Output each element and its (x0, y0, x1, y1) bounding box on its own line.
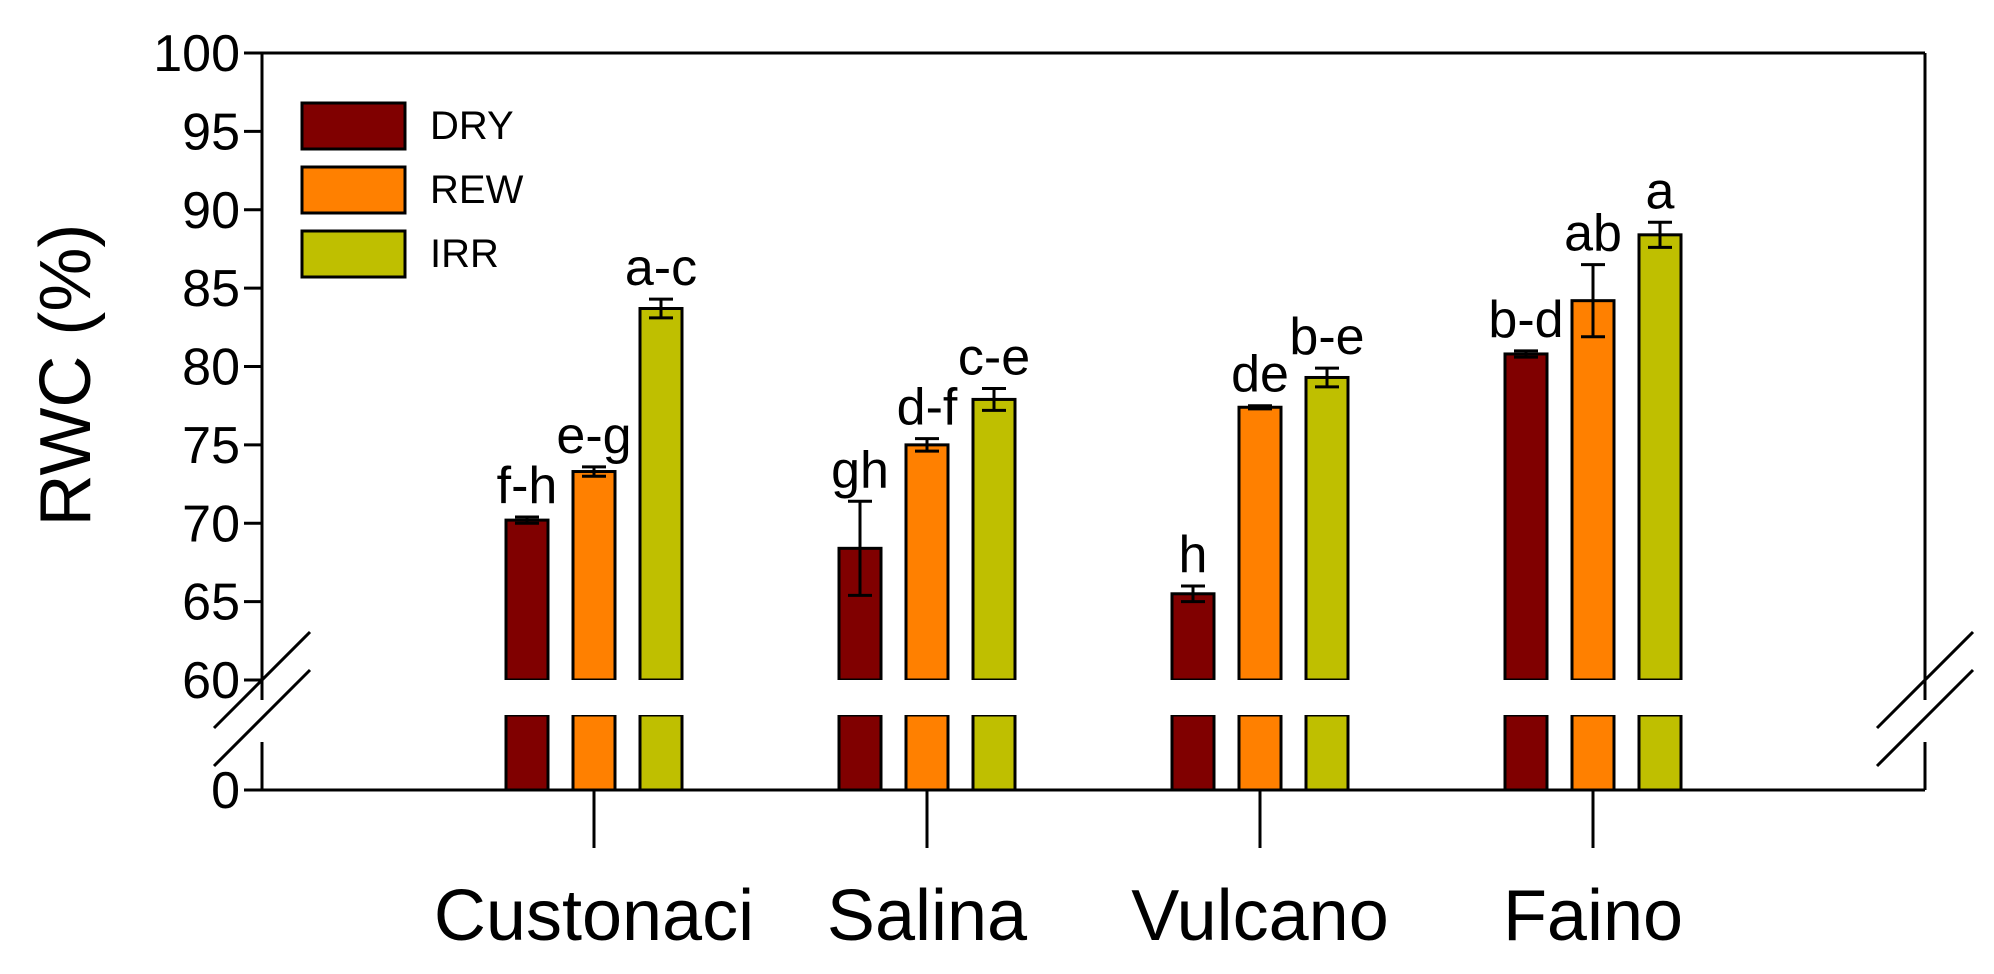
bar-dry-salina: gh (831, 441, 889, 792)
significance-letter: b-e (1289, 308, 1364, 366)
bar-irr-salina: c-e (958, 328, 1030, 792)
legend-swatch (300, 101, 407, 151)
x-axis: Custonaci Salina Vulcano Faino (434, 790, 1683, 956)
bar-upper-segment (1570, 299, 1616, 682)
bar-break-gap (1637, 680, 1683, 715)
significance-letter: ab (1564, 205, 1622, 263)
bar-dry-custonaci: f-h (497, 457, 558, 792)
bar-lower-segment (1170, 713, 1216, 792)
y-tick-label: 80 (182, 339, 240, 397)
bar-break-gap (1170, 680, 1216, 715)
bar-break-gap (971, 680, 1017, 715)
significance-letter: a-c (625, 239, 697, 297)
bar-break-gap (638, 680, 684, 715)
bar-dry-vulcano: h (1170, 526, 1216, 792)
bar-lower-segment (1237, 713, 1283, 792)
bar-upper-segment (1503, 352, 1549, 682)
x-tick-label-vulcano: Vulcano (1131, 876, 1389, 956)
bar-upper-segment (1170, 592, 1216, 682)
x-tick-label-custonaci: Custonaci (434, 876, 754, 956)
bar-lower-segment (1570, 713, 1616, 792)
significance-letter: f-h (497, 457, 558, 515)
y-tick-label: 85 (182, 260, 240, 318)
legend-swatch (300, 165, 407, 215)
bar-break-gap (1237, 680, 1283, 715)
legend-label: IRR (430, 232, 499, 276)
bar-break-gap (1503, 680, 1549, 715)
axis-break-mark-left-2 (212, 668, 312, 768)
significance-letter: de (1231, 346, 1289, 404)
x-tick-label-salina: Salina (827, 876, 1028, 956)
bar-lower-segment (504, 713, 550, 792)
significance-letter: d-f (897, 379, 958, 437)
bar-lower-segment (1503, 713, 1549, 792)
significance-letter: c-e (958, 328, 1030, 386)
bar-upper-segment (1304, 375, 1350, 682)
bar-irr-faino: a (1637, 162, 1683, 792)
bar-break-gap (1570, 680, 1616, 715)
bar-rew-salina: d-f (897, 379, 958, 792)
bar-lower-segment (1637, 713, 1683, 792)
y-tick-label: 0 (211, 762, 240, 820)
y-axis-label: RWC (%) (26, 224, 106, 527)
bar-upper-segment (904, 443, 950, 682)
legend-label: DRY (430, 104, 514, 148)
bar-rew-custonaci: e-g (556, 407, 632, 792)
legend-item-dry: DRY (300, 101, 514, 151)
bar-break-gap (837, 680, 883, 715)
bar-irr-vulcano: b-e (1289, 308, 1365, 792)
bar-upper-segment (1637, 233, 1683, 682)
axis-break-mark-right-1 (1875, 630, 1975, 730)
legend-item-irr: IRR (300, 229, 499, 279)
y-tick-label: 65 (182, 574, 240, 632)
x-tick-label-faino: Faino (1503, 876, 1683, 956)
plot-frame (212, 51, 1975, 792)
bar-break-gap (1304, 680, 1350, 715)
bar-upper-segment (1237, 405, 1283, 682)
bar-lower-segment (1304, 713, 1350, 792)
legend-swatch (300, 229, 407, 279)
significance-letter: a (1646, 162, 1675, 220)
bar-lower-segment (837, 713, 883, 792)
legend-label: REW (430, 168, 524, 212)
bar-lower-segment (571, 713, 617, 792)
y-tick-label: 95 (182, 103, 240, 161)
significance-letter: gh (831, 441, 889, 499)
bar-break-gap (904, 680, 950, 715)
axis-break-mark-right-2 (1875, 668, 1975, 768)
significance-letter: b-d (1488, 291, 1563, 349)
y-tick-label: 70 (182, 495, 240, 553)
bar-rew-faino: ab (1564, 205, 1622, 792)
y-axis: 0 60 65 70 75 80 85 90 95 100 (153, 25, 262, 820)
bar-break-gap (504, 680, 550, 715)
significance-letter: e-g (556, 407, 631, 465)
legend: DRY REW IRR (300, 101, 524, 279)
bar-dry-faino: b-d (1488, 291, 1564, 792)
bar-irr-custonaci: a-c (625, 239, 697, 792)
bar-upper-segment (504, 518, 550, 682)
bar-upper-segment (571, 470, 617, 682)
y-tick-label: 75 (182, 417, 240, 475)
bar-lower-segment (638, 713, 684, 792)
bar-rew-vulcano: de (1231, 346, 1289, 792)
bar-upper-segment (638, 307, 684, 682)
bar-lower-segment (971, 713, 1017, 792)
y-tick-label: 100 (153, 25, 240, 83)
bar-lower-segment (904, 713, 950, 792)
legend-item-rew: REW (300, 165, 524, 215)
significance-letter: h (1179, 526, 1208, 584)
bar-upper-segment (971, 397, 1017, 682)
y-tick-label: 60 (182, 652, 240, 710)
y-tick-label: 90 (182, 182, 240, 240)
bar-break-gap (571, 680, 617, 715)
